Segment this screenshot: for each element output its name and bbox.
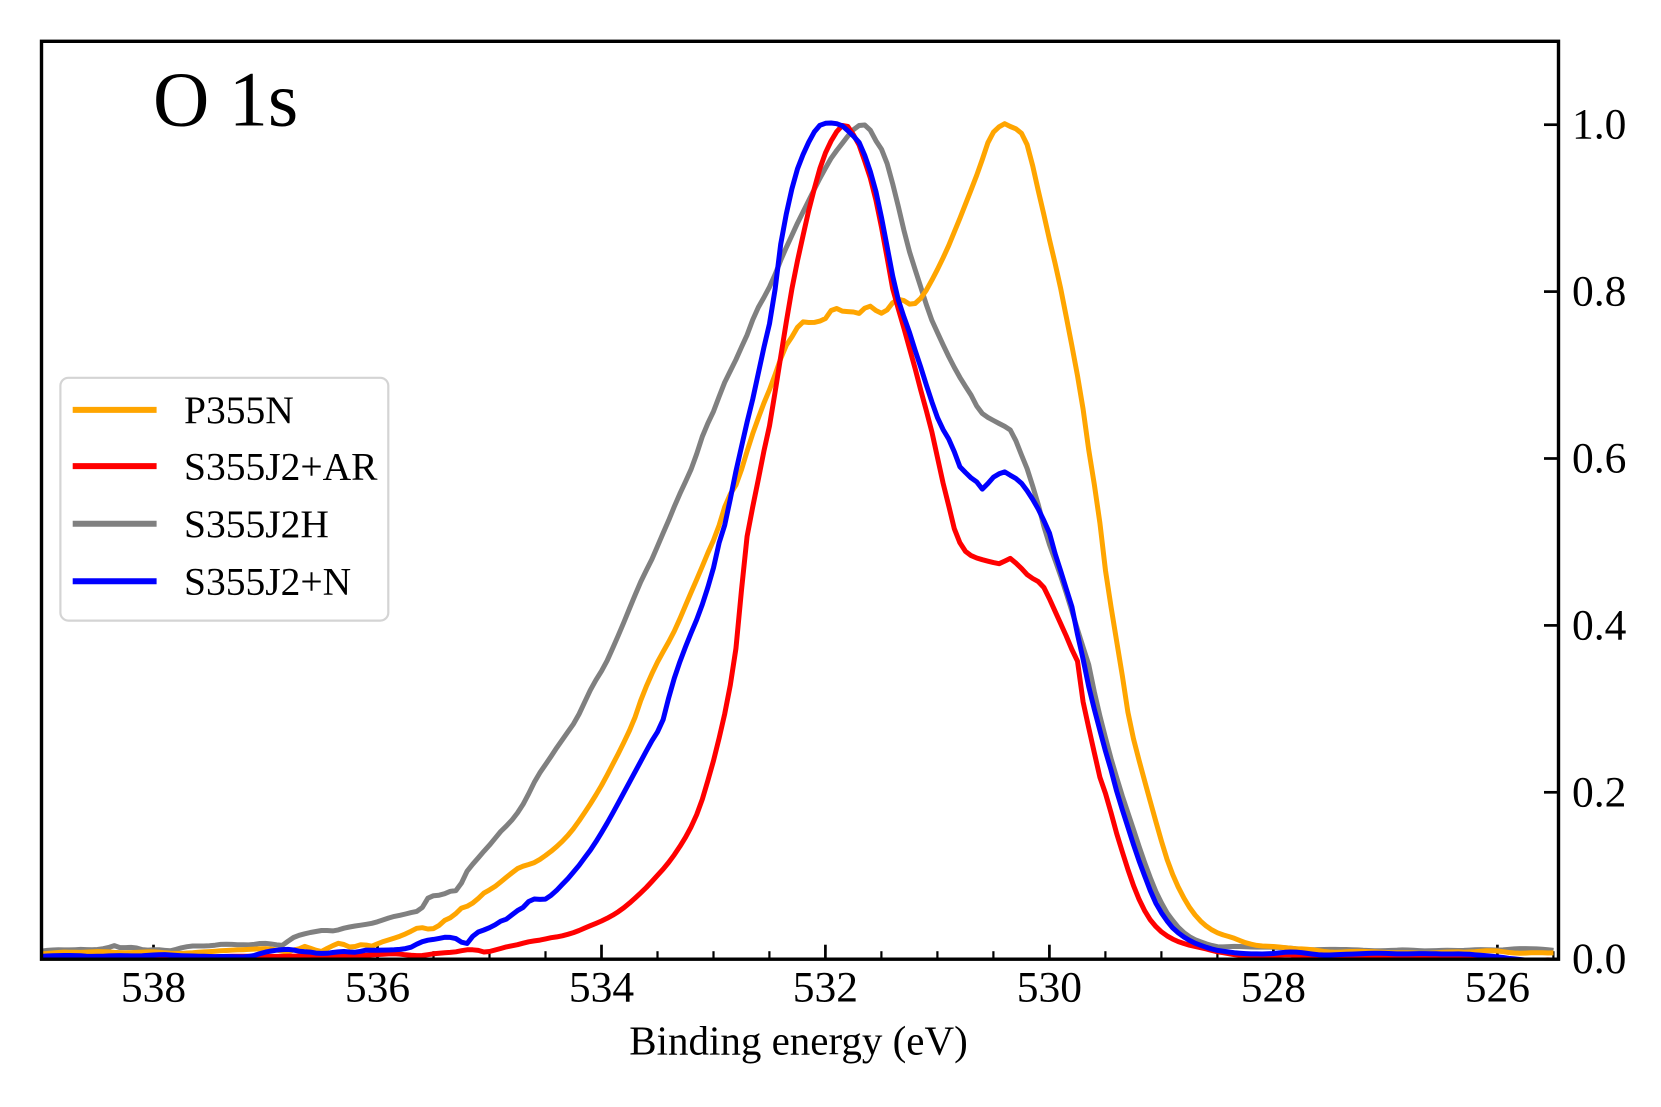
svg-text:Binding energy (eV): Binding energy (eV): [629, 1018, 968, 1064]
svg-text:536: 536: [345, 964, 410, 1012]
svg-text:S355J2+N: S355J2+N: [184, 560, 351, 604]
svg-text:0.4: 0.4: [1572, 601, 1627, 649]
svg-text:0.2: 0.2: [1572, 768, 1626, 816]
svg-text:528: 528: [1241, 964, 1306, 1012]
svg-text:0.0: 0.0: [1572, 935, 1626, 983]
svg-text:S355J2H: S355J2H: [184, 502, 329, 546]
svg-text:1.0: 1.0: [1572, 101, 1626, 149]
svg-text:0.6: 0.6: [1572, 435, 1626, 483]
svg-text:O 1s: O 1s: [153, 56, 298, 143]
svg-text:P355N: P355N: [184, 388, 294, 432]
svg-text:0.8: 0.8: [1572, 268, 1626, 316]
svg-text:S355J2+AR: S355J2+AR: [184, 444, 378, 488]
svg-text:532: 532: [793, 964, 858, 1012]
svg-text:526: 526: [1465, 964, 1530, 1012]
svg-text:534: 534: [569, 964, 635, 1012]
svg-text:530: 530: [1017, 964, 1082, 1012]
svg-text:538: 538: [121, 964, 186, 1012]
